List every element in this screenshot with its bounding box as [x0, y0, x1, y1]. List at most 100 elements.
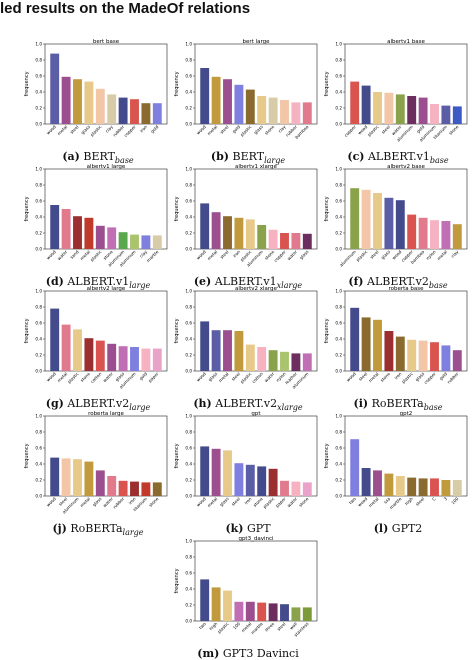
y-tick-label: 0.4: [35, 337, 42, 342]
x-tick-label: gold: [150, 124, 160, 134]
x-tick-label: wood: [357, 496, 369, 508]
y-tick-label: 0.8: [185, 430, 192, 435]
caption-tag: (k): [225, 522, 244, 535]
bar: [50, 457, 60, 496]
caption-tag: (a): [62, 150, 80, 163]
y-tick-label: 0.0: [335, 494, 342, 499]
x-tick-label: wood: [195, 124, 207, 136]
chart-svg: albertv1 base 0.0 0.2 0.4 0.6 0.8 1.0 frequency…: [324, 39, 468, 143]
x-tick-label: rubber: [446, 371, 460, 385]
x-tick-label: steel: [219, 124, 230, 135]
bar: [418, 340, 428, 371]
x-tick-label: C: [431, 496, 437, 502]
caption-model: GPT3 Davinci: [222, 647, 299, 660]
x-tick-label: glass: [253, 124, 264, 135]
bar: [373, 319, 382, 371]
plot-frame: [44, 168, 168, 250]
x-tick-label: wood: [195, 249, 207, 261]
bar: [141, 348, 151, 371]
y-tick-label: 0.4: [335, 90, 342, 95]
caption-tag: (d): [45, 275, 64, 288]
x-tick-label: metal: [436, 249, 448, 261]
chart-caption: (j) RoBERTalarge: [23, 522, 173, 537]
x-tick-label: paper: [147, 371, 159, 383]
bar: [441, 345, 451, 371]
chart-panel: albertv2 large 0.0 0.2 0.4 0.6 0.8 1.0 frequenc…: [15, 285, 171, 405]
plot-frame: [194, 540, 318, 622]
chart-panel: roberta large 0.0 0.2 0.4 0.6 0.8 1.0 frequency…: [15, 410, 171, 530]
x-tick-label: marble: [389, 496, 403, 510]
y-tick-label: 0.0: [185, 619, 192, 624]
bar: [302, 607, 312, 621]
x-tick-label: copper: [273, 249, 287, 263]
caption-model: ALBERT.v2: [367, 275, 429, 288]
x-tick-label: two: [348, 496, 357, 505]
y-axis-label: frequency: [174, 318, 180, 343]
x-tick-label: water: [263, 371, 275, 383]
bar: [50, 308, 60, 371]
x-tick-label: paper: [275, 496, 287, 508]
chart-panel: gpt 0.0 0.2 0.4 0.6 0.8 1.0 frequency wood metal g…: [165, 410, 321, 530]
caption-tag: (e): [193, 275, 212, 288]
x-tick-label: plastic: [262, 496, 276, 510]
y-tick-label: 1.0: [335, 414, 342, 419]
x-tick-label: steel: [230, 496, 241, 507]
y-tick-label: 1.0: [35, 167, 42, 172]
x-tick-label: marble: [146, 249, 160, 263]
caption-tag: (h): [193, 397, 212, 410]
y-tick-label: 0.8: [35, 183, 42, 188]
y-tick-label: 0.4: [185, 337, 192, 342]
x-tick-label: iron: [232, 249, 241, 258]
bar: [245, 219, 255, 249]
y-tick-label: 0.2: [35, 478, 42, 483]
page-title: led results on the MadeOf relations: [0, 0, 251, 17]
x-tick-label: glass: [380, 249, 391, 260]
bar: [407, 96, 417, 124]
chart-svg: roberta base 0.0 0.2 0.4 0.6 0.8 1.0 frequency w…: [324, 286, 468, 385]
y-tick-label: 0.8: [185, 183, 192, 188]
chart-title: gpt: [251, 411, 261, 417]
x-tick-label: nylon: [275, 371, 287, 383]
plot-frame: [194, 168, 318, 250]
x-tick-label: stone: [298, 496, 310, 508]
x-tick-label: 100: [232, 621, 241, 630]
y-tick-label: 0.2: [185, 106, 192, 111]
y-tick-label: 0.2: [335, 106, 342, 111]
x-tick-label: ssa: [383, 496, 392, 505]
x-tick-label: clay: [139, 249, 149, 259]
bar: [95, 340, 105, 371]
chart-panel: albertv2 base 0.0 0.2 0.4 0.6 0.8 1.0 frequency…: [315, 163, 471, 283]
bar: [130, 481, 139, 496]
bar: [130, 234, 139, 249]
x-tick-label: copper: [343, 124, 357, 138]
chart-caption: (d) ALBERT.v1large: [23, 275, 173, 290]
plot-frame: [344, 415, 468, 497]
y-tick-label: 0.4: [185, 587, 192, 592]
bar: [152, 235, 162, 249]
bar: [430, 104, 439, 124]
plot-frame: [344, 43, 468, 125]
y-axis-label: frequency: [324, 196, 330, 221]
chart-panel: albertv1 xlarge 0.0 0.2 0.4 0.6 0.8 1.0 frequen…: [165, 163, 321, 283]
y-axis-label: frequency: [24, 71, 30, 96]
y-tick-label: 0.0: [335, 122, 342, 127]
chart-title: albertv1 base: [387, 39, 425, 45]
y-tick-label: 0.2: [35, 353, 42, 358]
bar: [280, 100, 289, 124]
x-tick-label: wood: [391, 249, 403, 261]
y-tick-label: 1.0: [185, 42, 192, 47]
y-tick-label: 0.0: [185, 369, 192, 374]
x-tick-label: plastic: [366, 124, 380, 138]
y-tick-label: 0.0: [335, 369, 342, 374]
y-tick-label: 0.0: [35, 122, 42, 127]
chart-panel: albertv1 large 0.0 0.2 0.4 0.6 0.8 1.0 frequenc…: [15, 163, 171, 283]
y-tick-label: 0.2: [185, 231, 192, 236]
bar: [245, 344, 255, 371]
bar: [257, 466, 267, 496]
y-tick-label: 0.6: [335, 321, 342, 326]
x-tick-label: glass: [80, 124, 91, 135]
x-tick-label: steel: [369, 249, 380, 260]
caption-tag: (j): [52, 522, 67, 535]
bar: [418, 478, 428, 496]
bar: [291, 353, 301, 371]
